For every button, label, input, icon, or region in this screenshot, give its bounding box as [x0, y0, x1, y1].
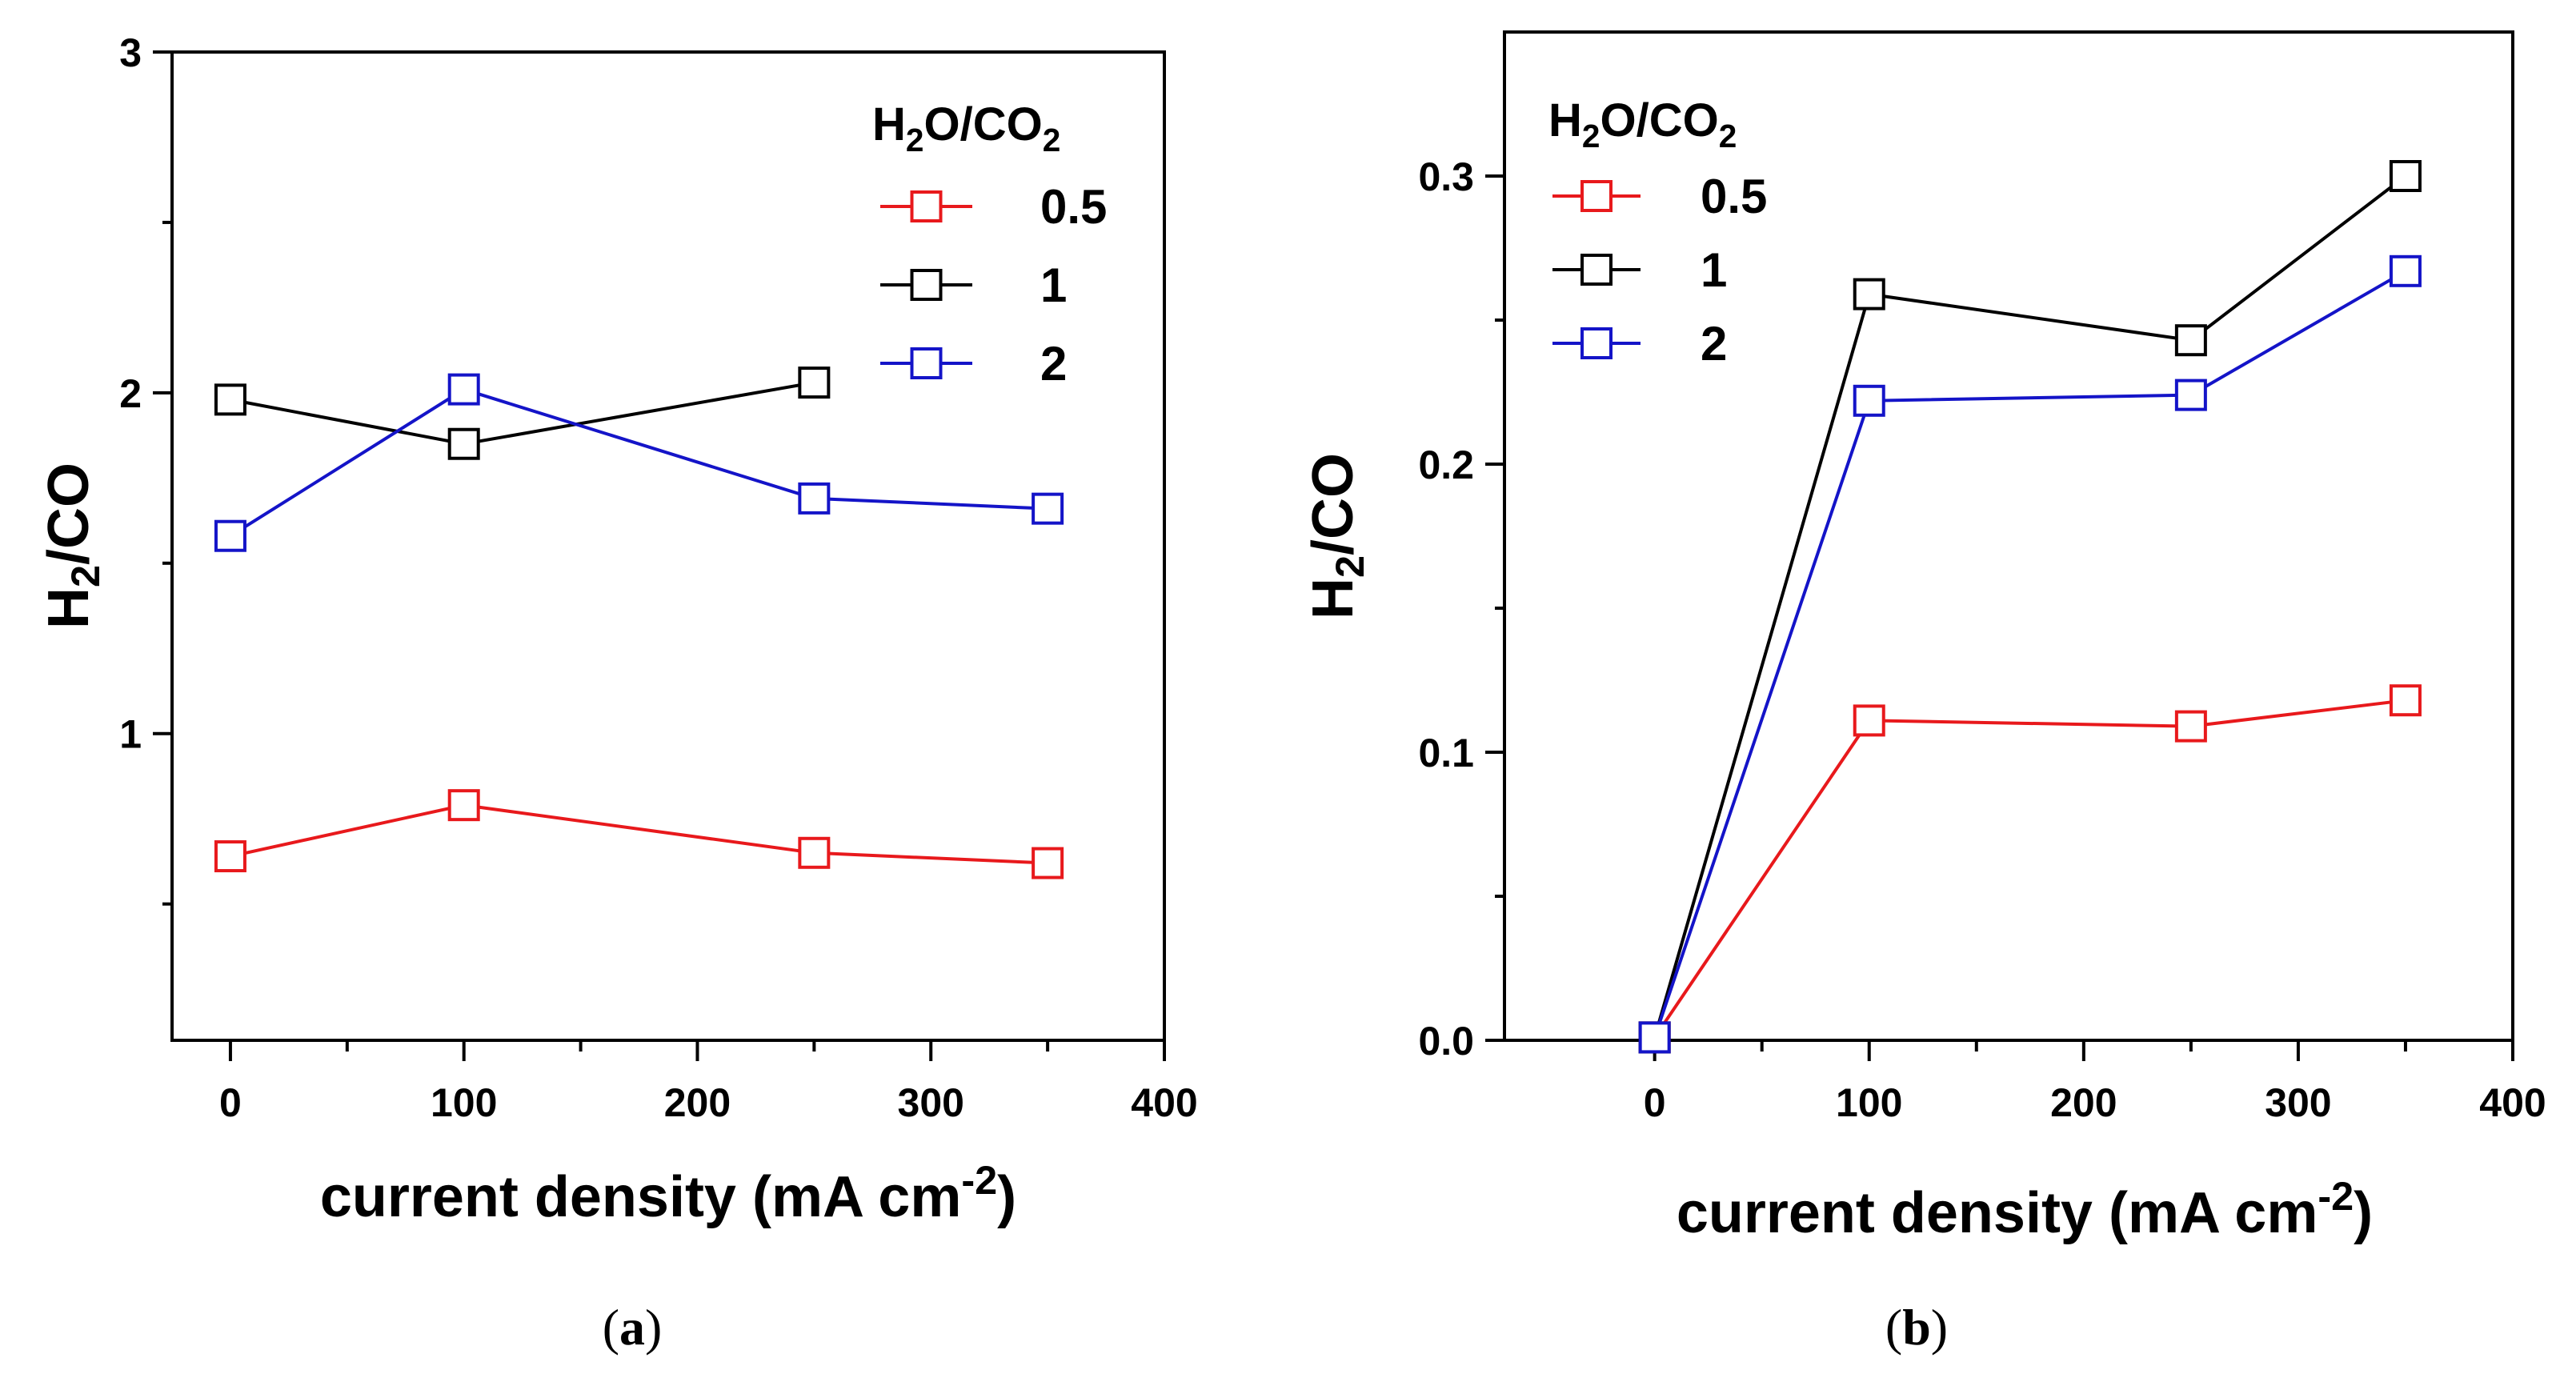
- chart-b-xlabel: current density (mA cm-2): [1677, 1173, 2373, 1245]
- chart-b-tick-labels: 0 100 200 300 400 0.0 0.1 0.2 0.3: [1418, 154, 2546, 1125]
- chart-b-series-line-0.5: [1653, 699, 2406, 1039]
- chart-a-point-0.5: [447, 789, 480, 822]
- chart-a-point-1: [798, 367, 831, 399]
- chart-a-legend-title: H2O/CO2: [872, 98, 1060, 158]
- chart-a-point-0.5: [214, 840, 246, 873]
- chart-a-series-line-0.5: [230, 803, 1048, 865]
- chart-b-point-0.5: [2174, 710, 2207, 743]
- chart-b-ticks: [1485, 174, 2514, 1061]
- chart-b-point-2: [1853, 384, 1885, 417]
- chart-b-frame: [1503, 30, 2514, 1042]
- chart-b-point-2: [2174, 379, 2207, 411]
- chart-a-point-2: [214, 519, 246, 552]
- chart-b-xtick-label: 400: [2479, 1080, 2546, 1125]
- chart-a-tick-labels: 0 100 200 300 400 1 2 3: [119, 30, 1198, 1125]
- chart-a-legend-marker-0.5: [910, 190, 943, 222]
- chart-a-legend-label: 0.5: [1040, 180, 1107, 234]
- chart-b-legend-marker-0.5: [1580, 180, 1613, 212]
- chart-a-point-2: [447, 373, 480, 406]
- chart-a-legend-entries: 0.5 1 2: [880, 180, 1107, 391]
- chart-a-point-1: [447, 427, 480, 460]
- chart-b-legend-label: 2: [1701, 317, 1727, 371]
- chart-b-ytick-label: 0.1: [1418, 731, 1474, 775]
- chart-b-series: [1638, 160, 2422, 1054]
- chart-b-xtick-label: 100: [1836, 1080, 1902, 1125]
- chart-a-point-0.5: [1032, 847, 1064, 879]
- chart-a-legend-marker-1: [910, 269, 943, 301]
- chart-a-legend-label: 1: [1040, 258, 1067, 312]
- chart-a-xtick-label: 200: [664, 1080, 731, 1125]
- chart-a-caption: (a): [603, 1299, 663, 1356]
- chart-a-xtick-label: 300: [898, 1080, 964, 1125]
- chart-b-legend-marker-1: [1580, 254, 1613, 286]
- chart-b-legend-marker-2: [1580, 327, 1613, 359]
- chart-a-xtick-label: 400: [1131, 1080, 1197, 1125]
- chart-a-point-2: [798, 482, 831, 515]
- chart-a-ticks: [153, 50, 1166, 1061]
- chart-b-point-2: [1638, 1021, 1671, 1054]
- chart-b-point-2: [2389, 254, 2422, 287]
- chart-b-xtick-label: 0: [1644, 1080, 1666, 1125]
- chart-b-legend-label: 1: [1701, 243, 1727, 297]
- chart-a-point-2: [1032, 492, 1064, 525]
- chart-a-frame: [170, 50, 1166, 1042]
- chart-b-point-1: [2389, 160, 2422, 192]
- chart-b-legend-label: 0.5: [1701, 170, 1767, 223]
- chart-b-point-0.5: [2389, 684, 2422, 717]
- chart-b-caption: (b): [1885, 1299, 1948, 1356]
- chart-a: 0 100 200 300 400 1 2 3 H2/CO current density (…: [37, 30, 1198, 1356]
- chart-a-ytick-label: 3: [119, 30, 142, 75]
- chart-b-xtick-label: 200: [2050, 1080, 2117, 1125]
- chart-b-ylabel: H2/CO: [1301, 453, 1372, 619]
- chart-b-ytick-label: 0.3: [1418, 154, 1474, 199]
- chart-b-legend: H2O/CO2 0.5 1 2: [1548, 94, 1767, 371]
- chart-a-series: [214, 367, 1064, 879]
- chart-b-series-line-2: [1653, 270, 2406, 1039]
- chart-a-xtick-label: 0: [219, 1080, 242, 1125]
- chart-a-ytick-label: 1: [119, 712, 142, 757]
- chart-b-xtick-label: 300: [2265, 1080, 2331, 1125]
- chart-b-point-1: [2174, 324, 2207, 357]
- chart-a-ylabel: H2/CO: [37, 463, 108, 629]
- chart-b: 0 100 200 300 400 0.0 0.1 0.2 0.3 H2/CO current …: [1301, 30, 2546, 1356]
- chart-b-ytick-label: 0.0: [1418, 1019, 1474, 1064]
- chart-b-ytick-label: 0.2: [1418, 443, 1474, 487]
- chart-a-series-line-1: [230, 381, 815, 446]
- chart-a-legend: H2O/CO2 0.5 1 2: [872, 98, 1107, 391]
- chart-a-point-1: [214, 383, 246, 416]
- chart-b-point-1: [1853, 278, 1885, 310]
- chart-b-legend-entries: 0.5 1 2: [1552, 170, 1767, 371]
- chart-a-ytick-label: 2: [119, 371, 142, 416]
- chart-a-legend-marker-2: [910, 347, 943, 379]
- chart-a-point-0.5: [798, 836, 831, 869]
- chart-a-xlabel: current density (mA cm-2): [320, 1157, 1016, 1229]
- chart-b-series-line-1: [1653, 174, 2407, 1038]
- chart-a-xtick-label: 100: [431, 1080, 497, 1125]
- chart-a-series-line-2: [229, 387, 1048, 538]
- chart-b-legend-title: H2O/CO2: [1548, 94, 1737, 154]
- chart-a-legend-label: 2: [1040, 337, 1067, 391]
- chart-b-point-0.5: [1853, 704, 1885, 737]
